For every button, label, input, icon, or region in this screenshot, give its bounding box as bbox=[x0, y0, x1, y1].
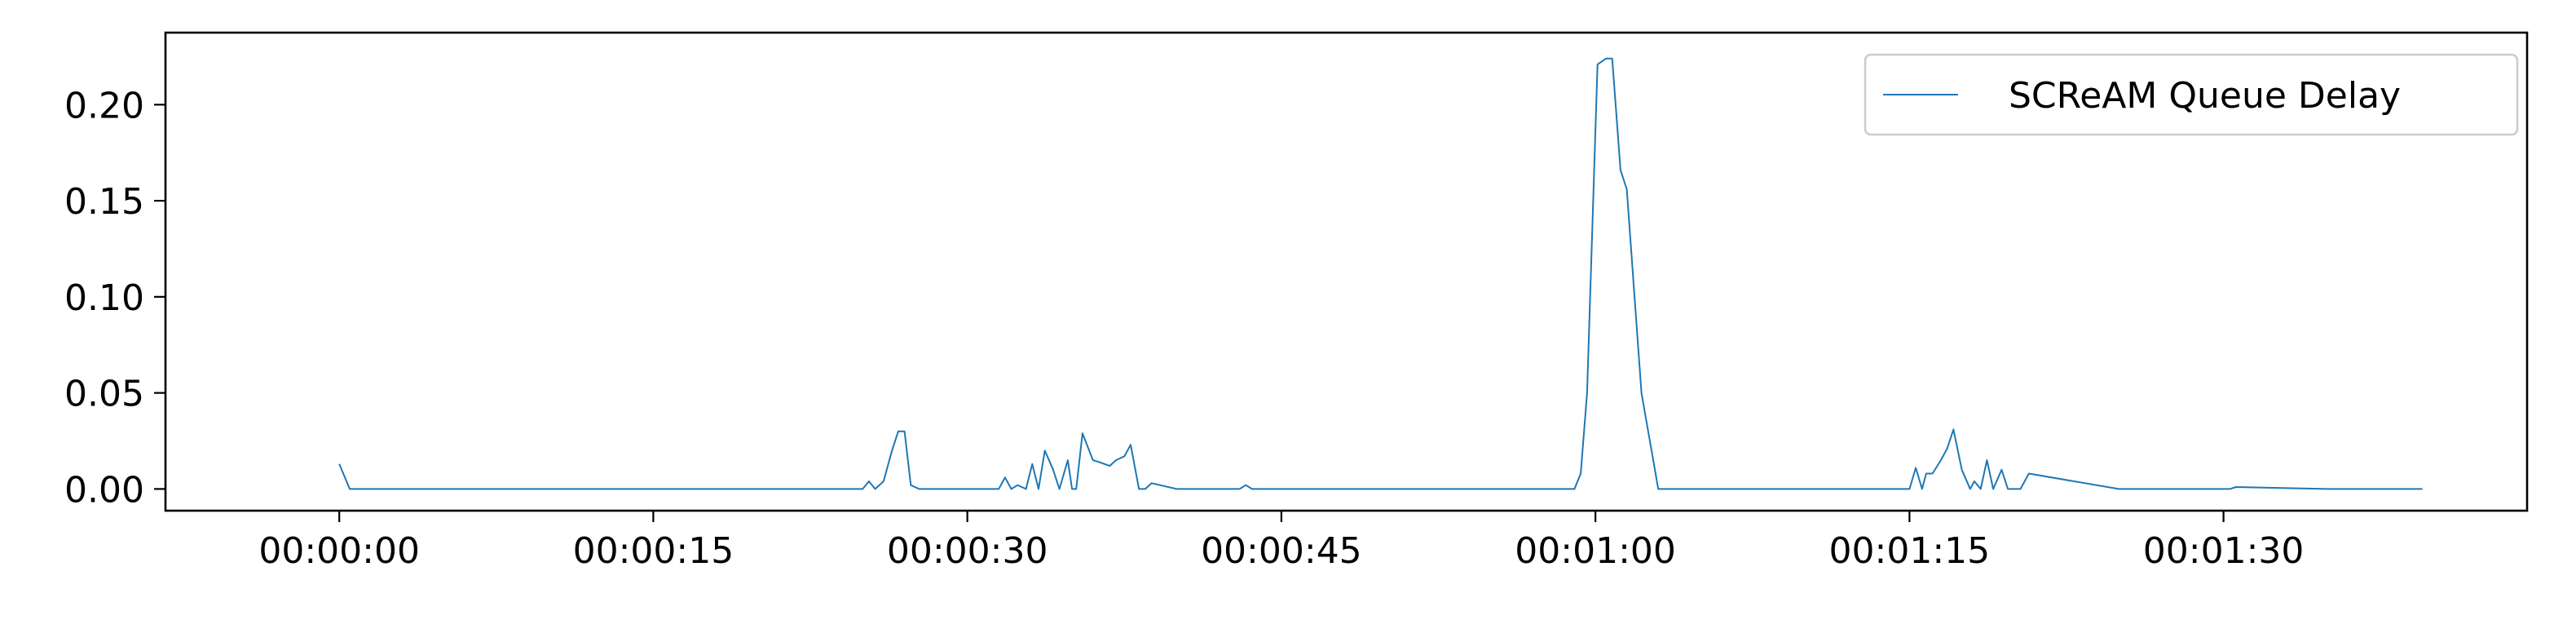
series-layer bbox=[338, 57, 2423, 490]
legend-label: SCReAM Queue Delay bbox=[2009, 75, 2401, 117]
x-tick-label: 00:00:45 bbox=[1201, 530, 1362, 572]
x-tick-label: 00:01:00 bbox=[1515, 530, 1676, 572]
x-tick-label: 00:01:15 bbox=[1829, 530, 1991, 572]
x-tick-label: 00:00:30 bbox=[887, 530, 1048, 572]
y-tick-label: 0.10 bbox=[64, 277, 144, 319]
y-tick-label: 0.20 bbox=[64, 85, 144, 126]
plot-frame bbox=[164, 31, 2529, 512]
y-tick-label: 0.05 bbox=[64, 374, 144, 415]
y-axis: 0.00 0.05 0.10 0.15 0.20 bbox=[64, 85, 165, 511]
y-tick-label: 0.15 bbox=[64, 181, 144, 223]
y-tick-label: 0.00 bbox=[64, 469, 144, 511]
series-line-scream-queue-delay bbox=[338, 57, 2423, 490]
x-tick-label: 00:00:15 bbox=[573, 530, 734, 572]
x-tick-label: 00:01:30 bbox=[2143, 530, 2305, 572]
legend: SCReAM Queue Delay bbox=[1864, 53, 2519, 136]
legend-box bbox=[1864, 53, 2519, 136]
x-axis: 00:00:00 00:00:15 00:00:30 00:00:45 00:01:00… bbox=[258, 511, 2304, 572]
x-tick-label: 00:00:00 bbox=[258, 530, 420, 572]
